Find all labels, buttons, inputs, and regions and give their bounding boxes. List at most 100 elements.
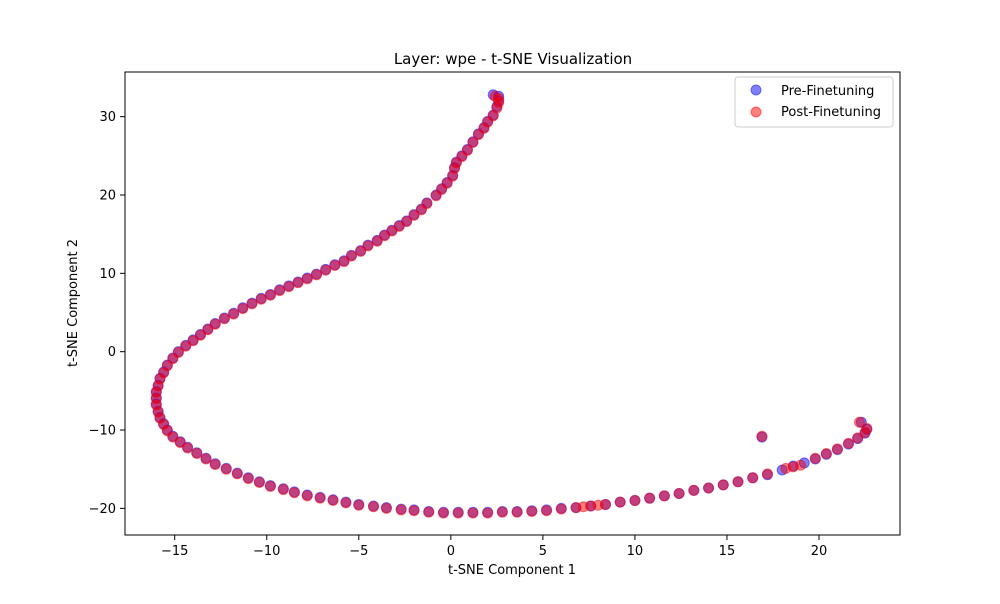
data-point-post-finetuning	[231, 468, 243, 480]
data-point-post-finetuning	[371, 235, 383, 247]
data-point-post-finetuning	[673, 487, 685, 499]
legend-label-pre-finetuning: Pre-Finetuning	[781, 84, 874, 99]
data-point-post-finetuning	[472, 129, 484, 141]
data-point-post-finetuning	[353, 499, 365, 511]
data-point-post-finetuning	[496, 506, 508, 518]
data-point-post-finetuning	[511, 506, 523, 518]
data-point-post-finetuning	[526, 505, 538, 517]
x-tick-label: 0	[447, 544, 455, 559]
data-point-post-finetuning	[292, 277, 304, 289]
x-axis-ticks: −15 −10 −5 0 5 10 15 20	[161, 535, 827, 559]
data-point-post-finetuning	[187, 335, 199, 347]
data-point-post-finetuning	[362, 240, 374, 252]
data-point-post-finetuning	[340, 497, 352, 509]
data-point-post-finetuning	[555, 503, 567, 515]
series-post-finetuning	[150, 90, 873, 519]
data-point-post-finetuning	[274, 285, 286, 297]
legend-marker-pre-finetuning	[750, 84, 762, 96]
data-point-post-finetuning	[200, 453, 212, 465]
chart-title: Layer: wpe - t-SNE Visualization	[394, 50, 632, 68]
data-point-post-finetuning	[329, 260, 341, 272]
y-axis-label: t-SNE Component 2	[66, 239, 81, 367]
data-point-post-finetuning	[423, 506, 435, 518]
legend-box	[734, 76, 894, 128]
data-point-post-finetuning	[246, 298, 258, 310]
y-tick-label: −20	[89, 502, 116, 517]
series-layer	[150, 89, 873, 519]
data-point-post-finetuning	[614, 496, 626, 508]
legend-marker-post-finetuning	[750, 106, 762, 118]
data-point-post-finetuning	[209, 318, 221, 330]
data-point-post-finetuning	[688, 484, 700, 496]
y-tick-label: 0	[108, 345, 116, 360]
data-point-post-finetuning	[717, 479, 729, 491]
data-point-post-finetuning	[629, 495, 641, 507]
plot-frame	[124, 71, 901, 536]
x-tick-label: −5	[349, 544, 368, 559]
data-point-post-finetuning	[355, 245, 367, 257]
data-point-post-finetuning	[756, 430, 768, 442]
data-point-post-finetuning	[795, 459, 807, 471]
data-point-post-finetuning	[327, 495, 339, 507]
y-tick-label: 10	[99, 267, 116, 282]
x-tick-label: 15	[719, 544, 736, 559]
data-point-post-finetuning	[842, 437, 854, 449]
data-point-post-finetuning	[467, 507, 479, 519]
data-point-post-finetuning	[264, 480, 276, 492]
data-point-post-finetuning	[467, 137, 479, 149]
data-point-post-finetuning	[437, 507, 449, 519]
data-point-post-finetuning	[209, 458, 221, 470]
data-point-post-finetuning	[264, 289, 276, 301]
data-point-post-finetuning	[194, 329, 206, 341]
data-point-post-finetuning	[277, 484, 289, 496]
data-point-post-finetuning	[761, 468, 773, 480]
data-point-post-finetuning	[255, 293, 267, 305]
x-tick-label: −10	[253, 544, 280, 559]
data-point-post-finetuning	[174, 437, 186, 449]
data-point-post-finetuning	[368, 501, 380, 513]
data-point-post-finetuning	[218, 313, 230, 325]
data-point-post-finetuning	[338, 256, 350, 268]
data-point-post-finetuning	[242, 473, 254, 485]
data-point-post-finetuning	[482, 507, 494, 519]
data-point-post-finetuning	[301, 273, 313, 285]
data-point-post-finetuning	[599, 498, 611, 510]
legend-label-post-finetuning: Post-Finetuning	[781, 105, 881, 120]
data-point-post-finetuning	[820, 448, 832, 460]
data-point-post-finetuning	[345, 250, 357, 262]
data-point-post-finetuning	[237, 303, 249, 315]
data-point-post-finetuning	[288, 487, 300, 499]
data-point-post-finetuning	[253, 477, 265, 489]
data-point-post-finetuning	[283, 281, 295, 293]
data-point-post-finetuning	[430, 190, 442, 202]
data-point-post-finetuning	[852, 432, 864, 444]
data-point-post-finetuning	[408, 209, 420, 221]
data-point-post-finetuning	[703, 482, 715, 494]
data-point-post-finetuning	[395, 504, 407, 516]
y-tick-label: −10	[89, 424, 116, 439]
x-tick-label: 10	[627, 544, 644, 559]
y-tick-label: 30	[99, 110, 116, 125]
data-point-post-finetuning	[415, 204, 427, 216]
data-point-post-finetuning	[167, 431, 179, 443]
data-point-post-finetuning	[180, 340, 192, 352]
data-point-post-finetuning	[809, 452, 821, 464]
y-tick-label: 20	[99, 188, 116, 203]
data-point-post-finetuning	[202, 324, 214, 336]
legend: Pre-Finetuning Post-Finetuning	[734, 76, 894, 128]
data-point-post-finetuning	[747, 472, 759, 484]
data-point-post-finetuning	[644, 492, 656, 504]
data-point-post-finetuning	[320, 264, 332, 276]
data-point-post-finetuning	[658, 490, 670, 502]
x-tick-label: 5	[539, 544, 547, 559]
x-tick-label: −15	[161, 544, 188, 559]
data-point-post-finetuning	[310, 269, 322, 281]
x-tick-label: 20	[811, 544, 828, 559]
data-point-post-finetuning	[379, 230, 391, 242]
data-point-post-finetuning	[861, 422, 873, 434]
data-point-post-finetuning	[452, 507, 464, 519]
data-point-post-finetuning	[301, 490, 313, 502]
data-point-post-finetuning	[831, 443, 843, 455]
